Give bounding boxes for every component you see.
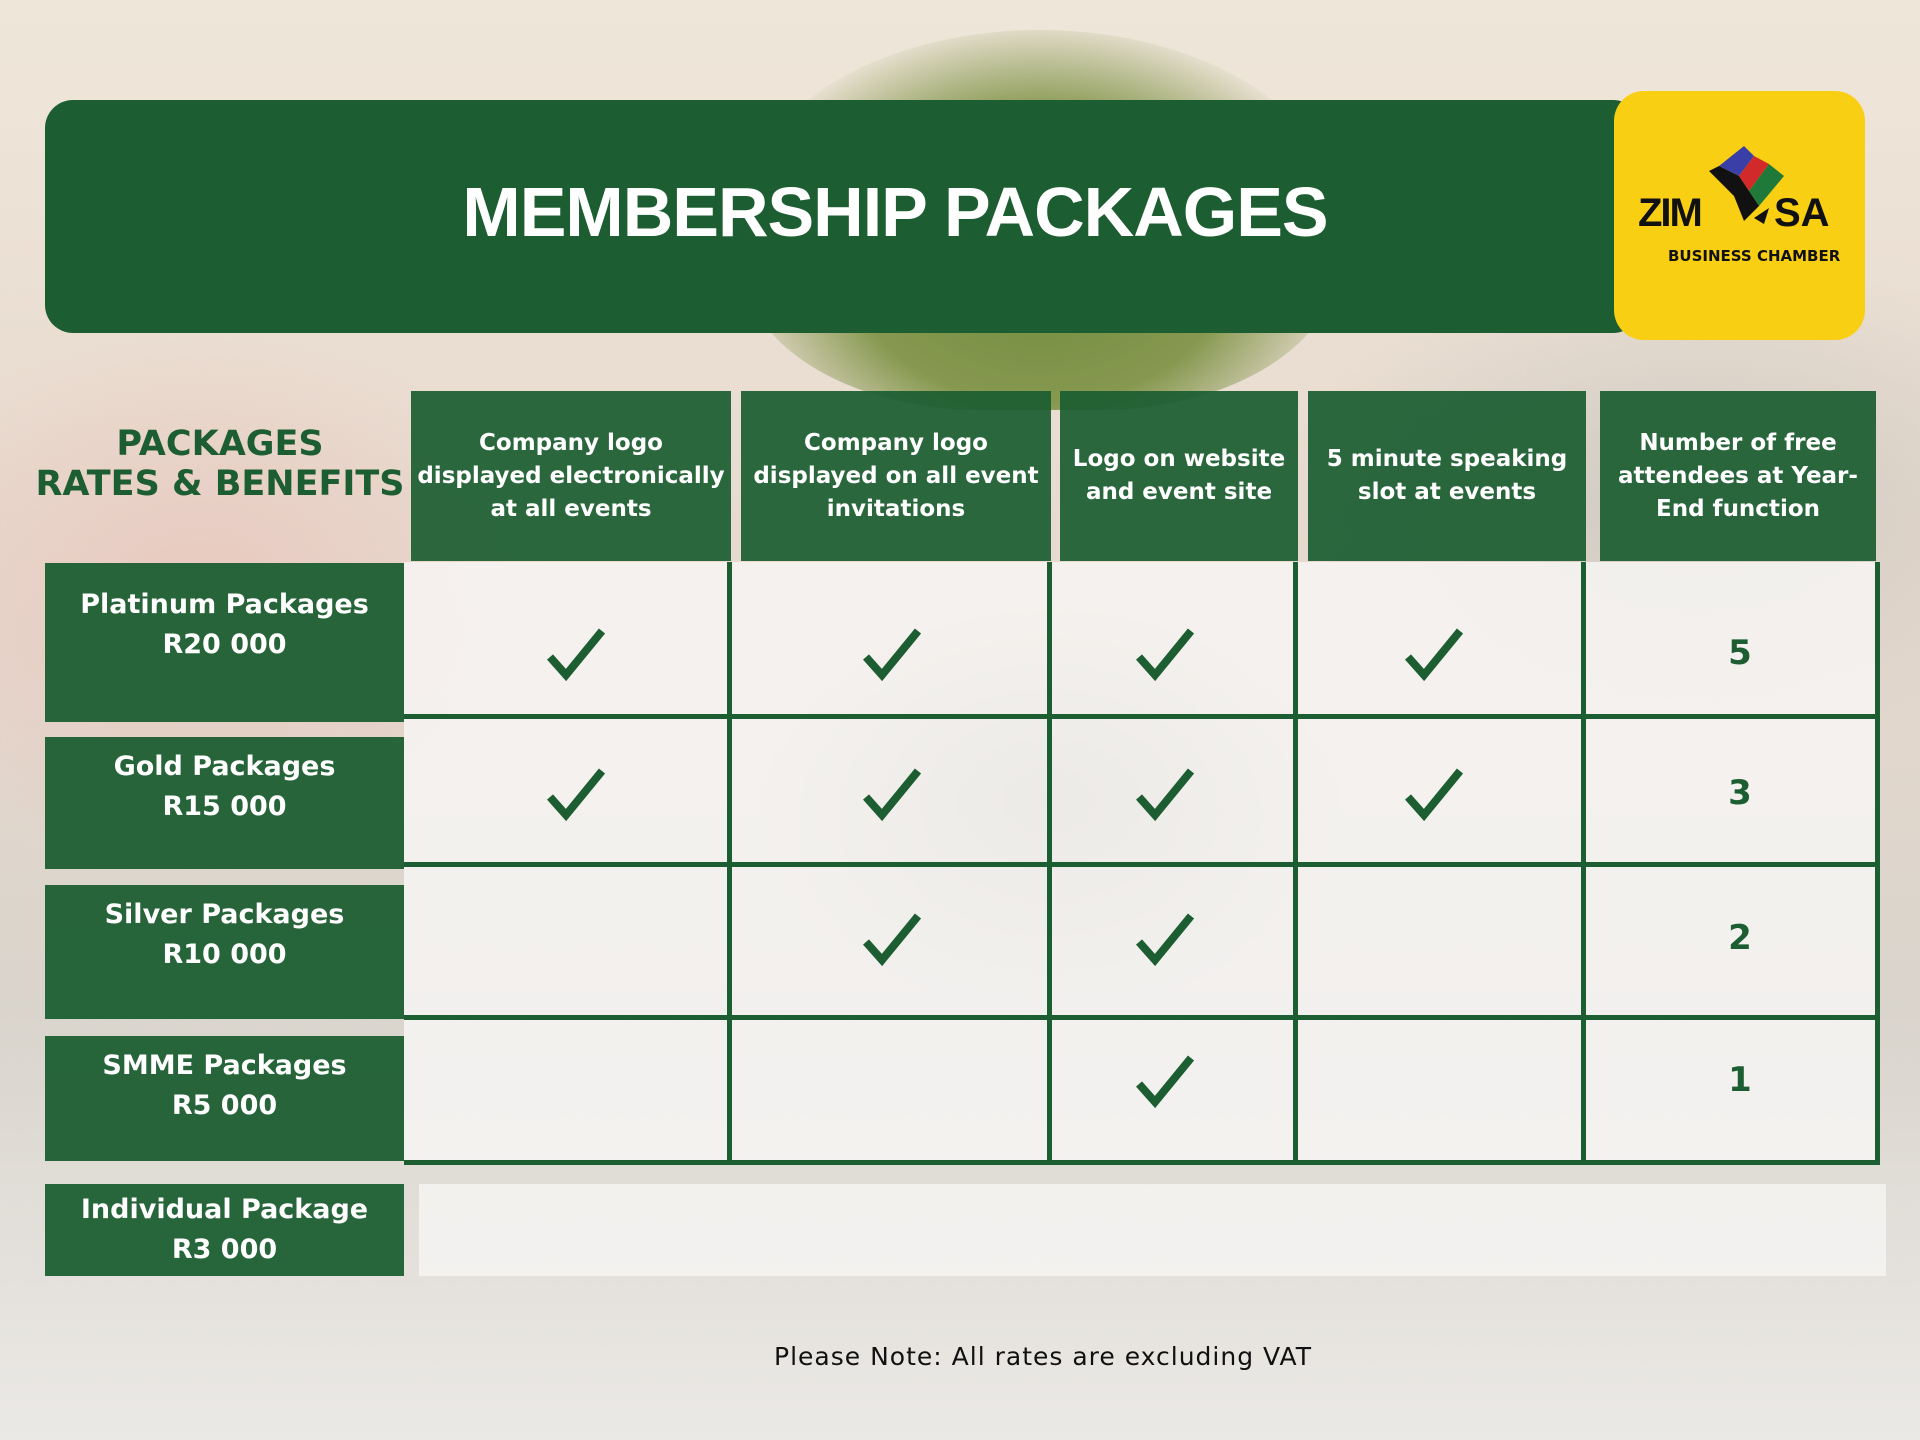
column-header: Company logo displayed electronically at… (411, 391, 731, 561)
attendee-count: 1 (1728, 1060, 1752, 1100)
logo-subtitle: BUSINESS CHAMBER (1668, 247, 1841, 265)
package-silver: Silver Packages R10 000 (45, 885, 404, 1019)
check-icon (1135, 912, 1195, 968)
table-label-line2: RATES & BENEFITS (35, 464, 405, 504)
table-label-line1: PACKAGES (116, 424, 324, 464)
check-icon (546, 627, 606, 683)
logo-sa: SA (1774, 191, 1830, 235)
check-icon (1404, 627, 1464, 683)
table-label: PACKAGES RATES & BENEFITS (30, 424, 410, 504)
column-header: Company logo displayed on all event invi… (741, 391, 1051, 561)
check-icon (862, 627, 922, 683)
column-header: Logo on website and event site (1060, 391, 1298, 561)
attendee-count: 5 (1728, 633, 1752, 673)
check-icon (546, 767, 606, 823)
check-icon (1135, 767, 1195, 823)
africa-map-icon (1709, 146, 1784, 224)
check-icon (1404, 767, 1464, 823)
grid-line (404, 1015, 1880, 1020)
page-title: MEMBERSHIP PACKAGES (462, 173, 1328, 251)
attendee-count: 2 (1728, 918, 1752, 958)
package-individual: Individual Package R3 000 (45, 1184, 404, 1276)
column-header: Number of free attendees at Year-End fun… (1600, 391, 1876, 561)
package-gold: Gold Packages R15 000 (45, 737, 404, 869)
package-smme: SMME Packages R5 000 (45, 1036, 404, 1161)
zimsa-logo: ZIM SA BUSINESS CHAMBER (1614, 91, 1865, 340)
check-icon (862, 912, 922, 968)
grid-line (404, 1160, 1880, 1165)
logo-zim: ZIM (1638, 191, 1703, 235)
check-icon (862, 767, 922, 823)
package-platinum: Platinum Packages R20 000 (45, 563, 404, 722)
column-header: 5 minute speaking slot at events (1308, 391, 1586, 561)
header-banner (45, 100, 1641, 333)
check-icon (1135, 1054, 1195, 1110)
check-icon (1135, 627, 1195, 683)
vat-note: Please Note: All rates are excluding VAT (774, 1342, 1312, 1371)
grid-line (404, 862, 1880, 867)
individual-row-band (419, 1184, 1886, 1276)
grid-line (404, 714, 1880, 719)
attendee-count: 3 (1728, 773, 1752, 813)
